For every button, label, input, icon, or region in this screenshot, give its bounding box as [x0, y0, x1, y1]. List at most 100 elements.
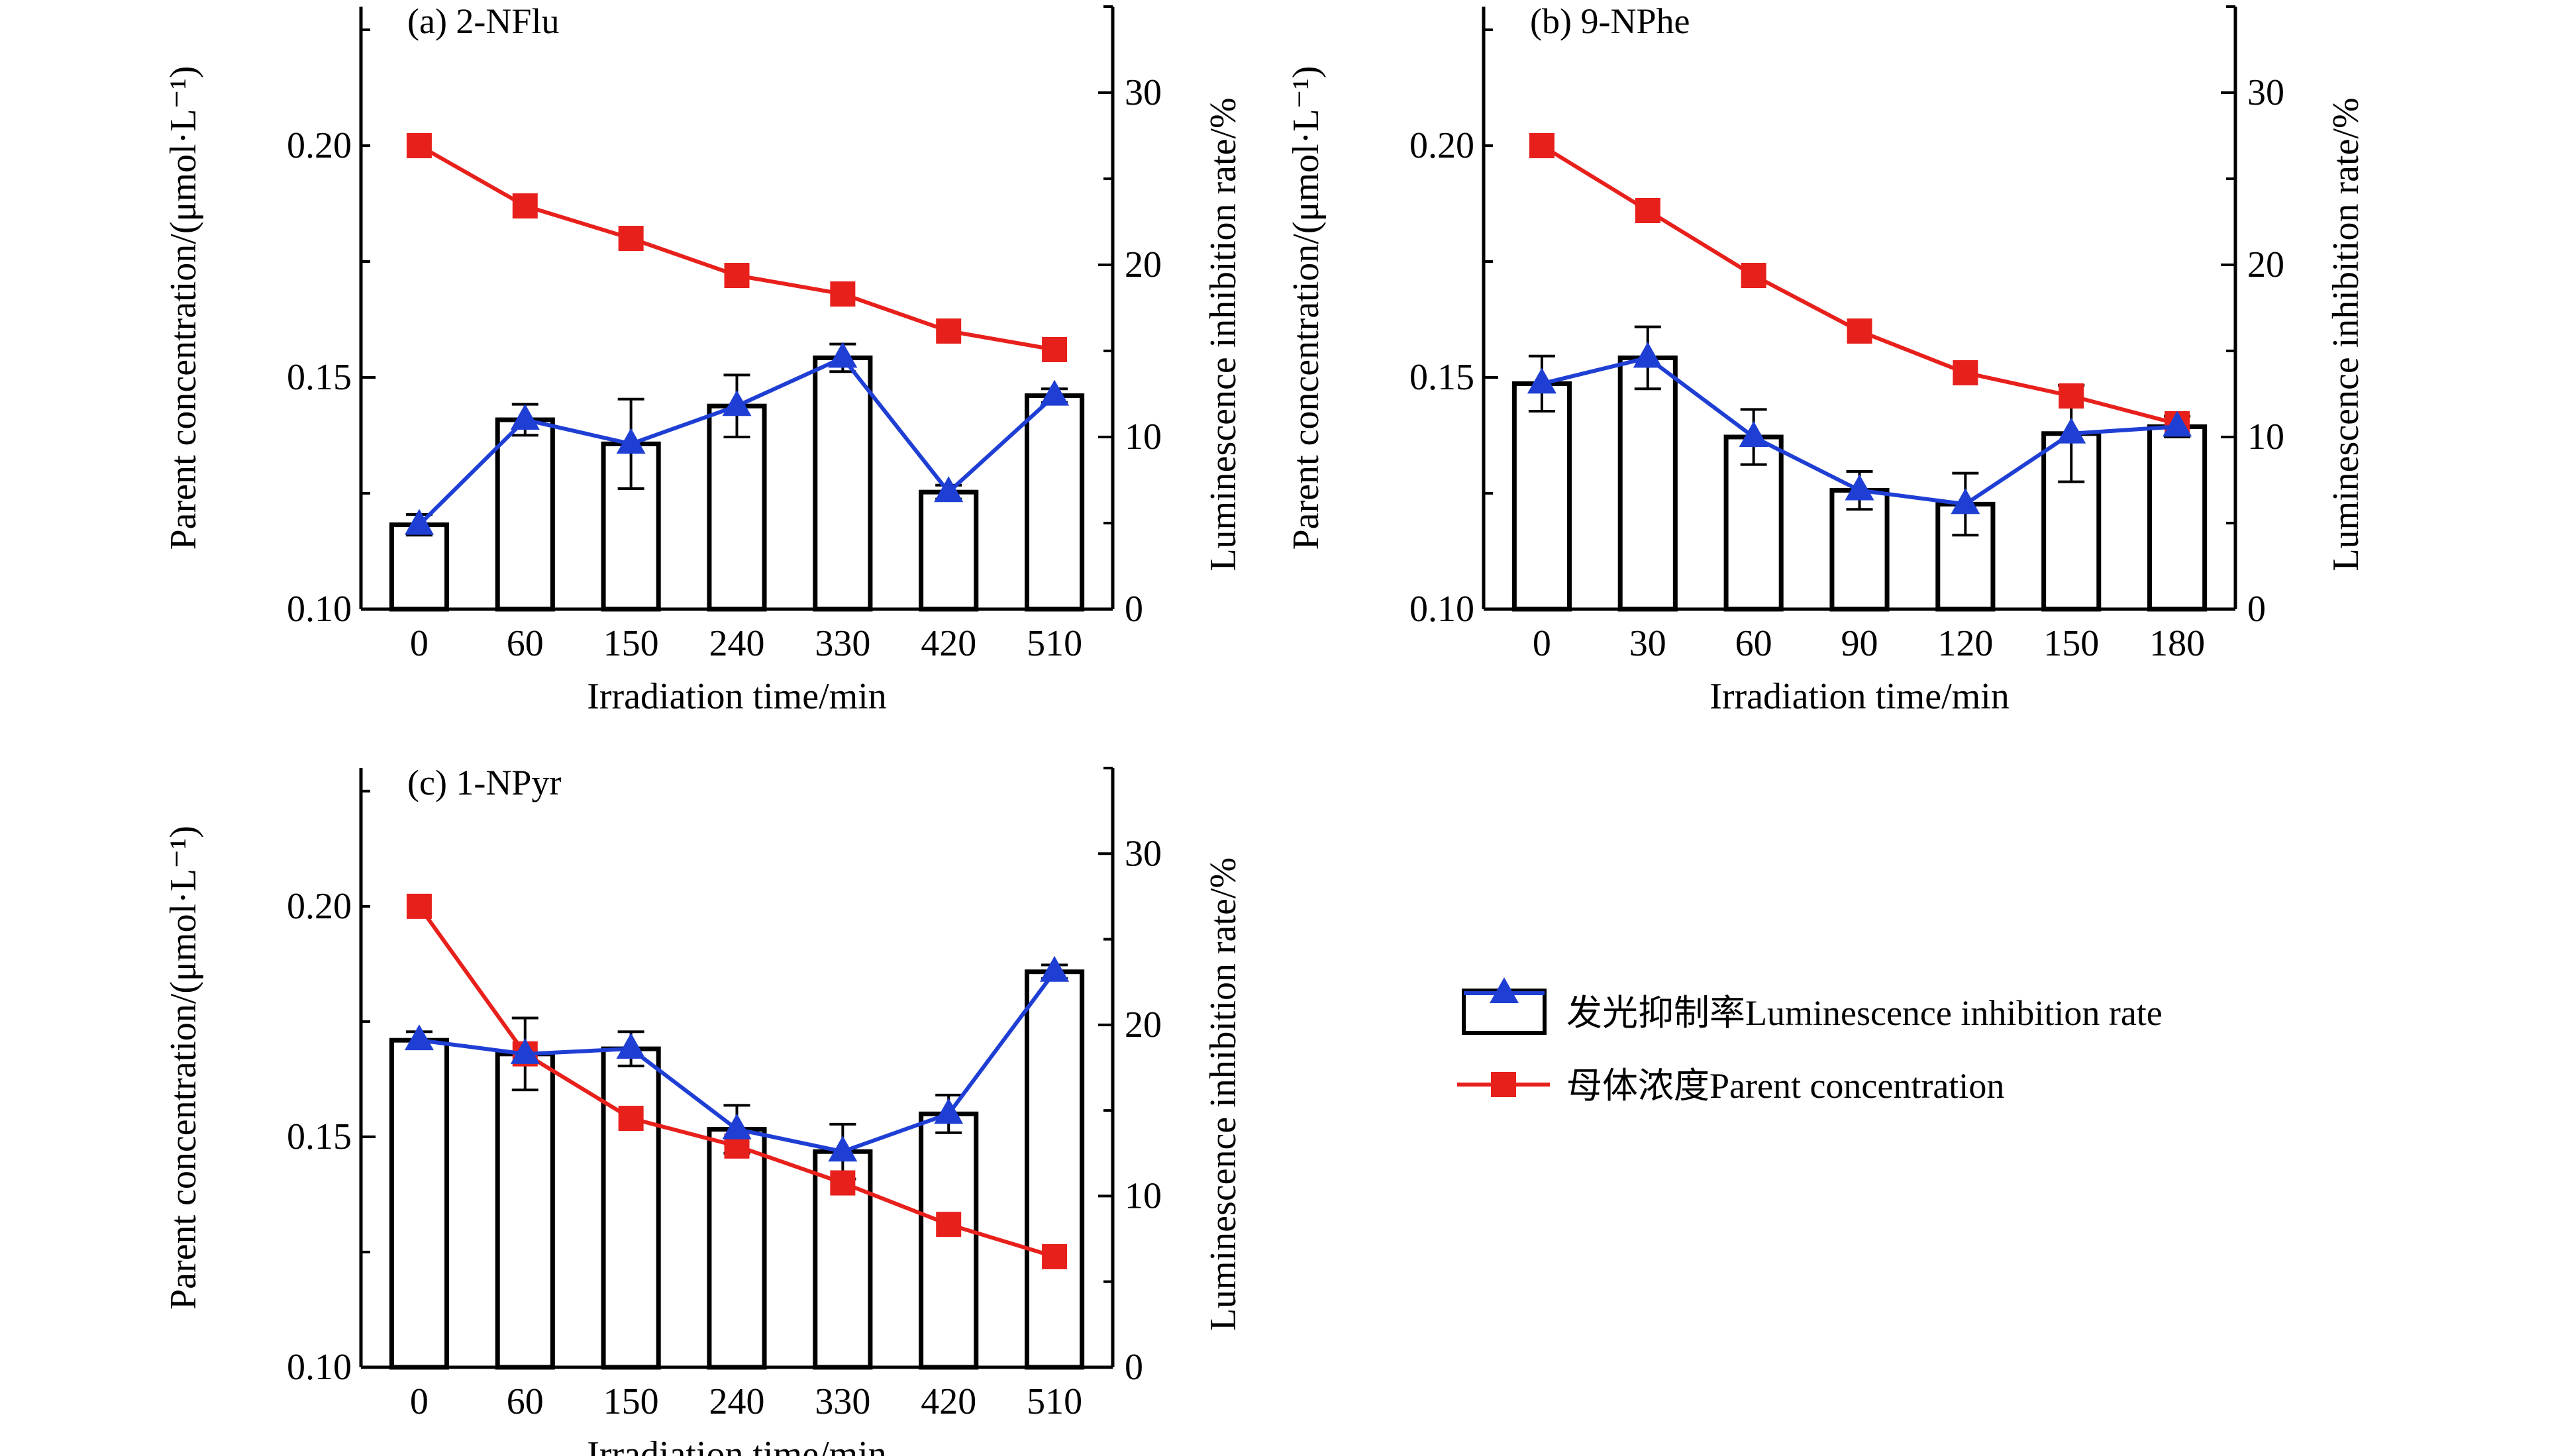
left-axis-label: Parent concentration/(μmol·L⁻¹) [1286, 66, 1327, 550]
concentration-point [1741, 263, 1766, 288]
inhibition-point [1040, 379, 1070, 406]
left-tick-label: 0.10 [1409, 589, 1474, 630]
concentration-point [724, 263, 750, 288]
left-tick-label: 0.15 [1409, 357, 1474, 398]
inhibition-point [616, 428, 646, 454]
inhibition-point [934, 476, 964, 503]
inhibition-bar [707, 1127, 767, 1370]
concentration-point [1635, 198, 1660, 223]
right-axis-label: Luminescence inhibition rate/% [1203, 97, 1244, 571]
concentration-point [406, 893, 432, 919]
inhibition-point [722, 1113, 752, 1140]
inhibition-point [2057, 417, 2086, 444]
x-tick-label: 240 [709, 623, 765, 664]
concentration-point [830, 1170, 856, 1196]
concentration-point [512, 193, 538, 218]
left-axis-label: Parent concentration/(μmol·L⁻¹) [163, 826, 204, 1310]
inhibition-point [404, 509, 434, 535]
inhibition-bar [1025, 393, 1085, 612]
x-axis-label: Irradiation time/min [587, 676, 887, 717]
inhibition-bar [1617, 355, 1678, 612]
inhibition-bar [919, 1111, 979, 1370]
x-tick-label: 150 [603, 1381, 659, 1422]
concentration-point [830, 281, 856, 307]
left-axis-label: Parent concentration/(μmol·L⁻¹) [163, 66, 204, 550]
right-tick-label: 10 [2247, 416, 2284, 458]
x-tick-label: 90 [1841, 623, 1878, 664]
inhibition-point [1527, 367, 1556, 394]
x-tick-label: 510 [1027, 623, 1082, 664]
inhibition-point [1739, 421, 1768, 447]
inhibition-bar [495, 1051, 555, 1370]
x-tick-label: 150 [2043, 623, 2099, 664]
concentration-point [2059, 383, 2084, 409]
x-tick-label: 60 [507, 1381, 544, 1422]
inhibition-bar [919, 489, 979, 612]
legend-concentration-label: 母体浓度Parent concentration [1566, 1066, 2004, 1106]
x-tick-label: 0 [410, 1381, 429, 1422]
inhibition-point [828, 342, 858, 368]
x-tick-label: 180 [2149, 623, 2205, 664]
inhibition-point [1951, 488, 1980, 514]
left-tick-label: 0.20 [1409, 125, 1474, 166]
concentration-point [1042, 1243, 1068, 1269]
right-tick-label: 30 [2247, 72, 2284, 113]
x-axis-label: Irradiation time/min [587, 1434, 887, 1456]
right-axis-label: Luminescence inhibition rate/% [1203, 857, 1244, 1331]
inhibition-bar [389, 1038, 449, 1370]
chart-panel-2: 0.10 0.15 0.20 0 10 20 30 0 60 150 240 330 420 510 (c)… [163, 763, 1244, 1456]
concentration-point [936, 318, 962, 344]
x-tick-label: 240 [709, 1381, 765, 1422]
right-tick-label: 10 [1125, 1175, 1162, 1216]
x-tick-label: 60 [507, 623, 544, 664]
x-tick-label: 120 [1937, 623, 1993, 664]
x-tick-label: 510 [1027, 1381, 1082, 1422]
left-tick-label: 0.15 [287, 357, 352, 398]
concentration-point [406, 133, 432, 158]
chart-panel-1: 0.10 0.15 0.20 0 10 20 30 0 30 60 90 120 150 180 (b) 9… [1286, 1, 2367, 717]
x-tick-label: 0 [1533, 623, 1551, 664]
right-tick-label: 20 [1125, 244, 1162, 285]
right-tick-label: 0 [1125, 1347, 1143, 1388]
x-tick-label: 420 [921, 623, 976, 664]
legend-inhibition-marker [1490, 977, 1519, 1003]
x-tick-label: 60 [1735, 623, 1772, 664]
inhibition-bar [1511, 381, 1572, 612]
left-tick-label: 0.10 [287, 1347, 352, 1388]
left-tick-label: 0.10 [287, 589, 352, 630]
inhibition-point [828, 1136, 858, 1162]
x-tick-label: 150 [603, 623, 659, 664]
concentration-point [1042, 337, 1068, 362]
right-tick-label: 20 [2247, 244, 2284, 285]
chart-panel-0: 0.10 0.15 0.20 0 10 20 30 0 60 150 240 330 420 510 (a)… [163, 1, 1244, 717]
inhibition-bar [707, 403, 767, 612]
legend-inhibition-label: 发光抑制率Luminescence inhibition rate [1566, 993, 2163, 1033]
concentration-point [618, 1106, 644, 1132]
inhibition-bar [601, 1046, 661, 1370]
inhibition-point [1040, 955, 1070, 982]
x-tick-label: 330 [815, 623, 870, 664]
legend-concentration-marker [1491, 1072, 1516, 1097]
right-axis-label: Luminescence inhibition rate/% [2325, 97, 2367, 571]
inhibition-point [722, 390, 752, 416]
panel-title: (b) 9-NPhe [1530, 1, 1690, 41]
inhibition-point [404, 1024, 434, 1051]
inhibition-point [510, 404, 540, 430]
inhibition-bar [2147, 424, 2208, 612]
inhibition-point [616, 1033, 646, 1059]
right-tick-label: 20 [1125, 1004, 1162, 1045]
right-tick-label: 30 [1125, 833, 1162, 874]
concentration-point [618, 226, 644, 251]
inhibition-point [1845, 474, 1874, 501]
right-tick-label: 0 [1125, 589, 1143, 630]
left-tick-label: 0.20 [287, 125, 352, 166]
inhibition-point [2163, 411, 2192, 437]
inhibition-bar [495, 417, 555, 612]
left-tick-label: 0.15 [287, 1116, 352, 1157]
concentration-point [1529, 133, 1555, 158]
inhibition-point [510, 1038, 540, 1064]
left-tick-label: 0.20 [287, 886, 352, 927]
panel-title: (a) 2-NFlu [407, 1, 559, 41]
x-tick-label: 30 [1629, 623, 1666, 664]
